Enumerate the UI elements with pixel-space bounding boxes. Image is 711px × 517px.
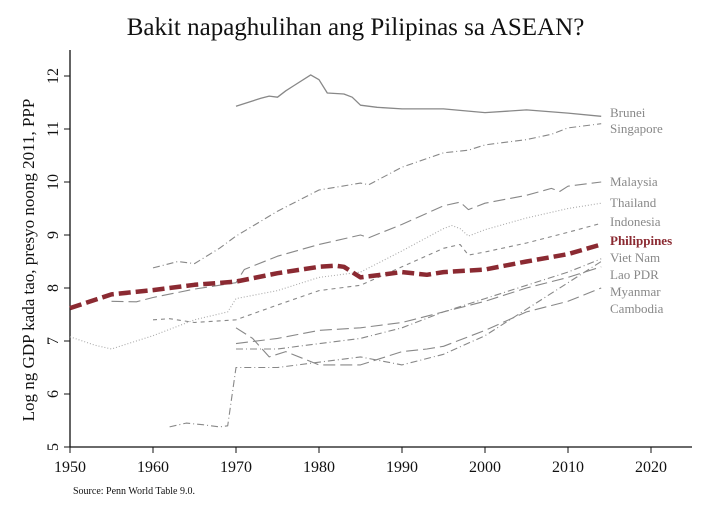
series-label-myanmar: Myanmar [610,284,661,299]
series-line-malaysia [111,181,602,303]
x-tick-label: 1980 [303,459,335,476]
x-tick-label: 1960 [137,459,169,476]
series-line-singapore [152,123,602,269]
y-tick-label: 12 [45,68,62,84]
series-label-lao-pdr: Lao PDR [610,267,659,282]
series-line-philippines [69,242,602,311]
y-tick-label: 6 [45,390,62,398]
y-tick-label: 5 [45,443,62,451]
series-line-indonesia [152,222,602,324]
series-label-cambodia: Cambodia [610,301,664,316]
series-line-viet-nam [236,258,602,350]
source-note: Source: Penn World Table 9.0. [73,486,195,497]
chart-title: Bakit napaghulihan ang Pilipinas sa ASEA… [126,14,585,41]
y-tick-label: 11 [45,121,62,136]
series-label-thailand: Thailand [610,195,657,210]
x-tick-label: 1990 [386,459,418,476]
y-tick-label: 7 [45,337,62,345]
series-label-indonesia: Indonesia [610,214,661,229]
x-tick-label: 1970 [220,459,252,476]
x-tick-label: 1950 [54,459,86,476]
y-tick-label: 9 [45,231,62,239]
series-label-philippines: Philippines [610,233,672,248]
x-tick-label: 2000 [469,459,501,476]
series-line-thailand [69,202,602,350]
x-tick-label: 2010 [552,459,584,476]
series-label-viet-nam: Viet Nam [610,250,660,265]
series-label-malaysia: Malaysia [610,174,658,189]
series-lines [69,74,602,428]
x-tick-label: 2020 [635,459,667,476]
series-line-myanmar [169,261,602,428]
y-tick-label: 8 [45,284,62,292]
y-tick-label: 10 [45,174,62,190]
axes: 1950 1960 1970 1980 1990 2000 2010 2020 5 6 7 8 9 10 1… [45,50,692,476]
series-label-singapore: Singapore [610,121,663,136]
series-line-brunei [235,74,602,117]
series-line-lao-pdr [235,266,602,345]
series-line-cambodia [235,287,602,366]
series-label-brunei: Brunei [610,105,646,120]
